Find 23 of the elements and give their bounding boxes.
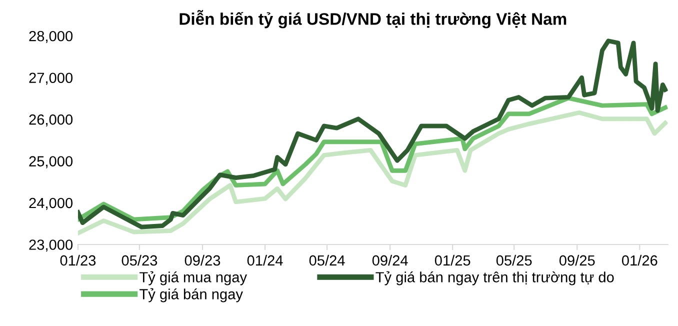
x-tick-label: 09/24 xyxy=(372,254,408,266)
y-tick-label: 23,000 xyxy=(29,240,73,252)
legend-label: Tỷ giá bán ngay xyxy=(140,288,243,302)
x-tick-label: 09/23 xyxy=(184,254,220,266)
x-tick-label: 01/25 xyxy=(434,254,470,266)
line-series xyxy=(78,96,668,222)
line-series xyxy=(78,110,668,236)
legend-label: Tỷ giá mua ngay xyxy=(140,271,247,286)
x-tick-label: 09/25 xyxy=(559,254,595,266)
x-tick-label: 01/23 xyxy=(60,254,96,266)
chart-title: Diễn biến tỷ giá USD/VND tại thị trường Việt Nam xyxy=(180,10,566,28)
x-tick-label: 05/24 xyxy=(309,254,345,266)
y-tick-label: 28,000 xyxy=(29,30,73,44)
x-tick-label: 05/23 xyxy=(122,254,158,266)
y-tick-label: 24,000 xyxy=(29,198,73,210)
y-tick-label: 25,000 xyxy=(29,156,73,168)
x-tick-label: 01/24 xyxy=(247,254,283,266)
legend-label: Tỷ giá bán ngay trên thị trường tự do xyxy=(376,271,614,286)
x-tick-label: 05/25 xyxy=(496,254,532,266)
y-tick-label: 27,000 xyxy=(29,72,73,85)
y-tick-label: 26,000 xyxy=(29,114,73,126)
x-tick-label: 01/26 xyxy=(622,254,658,266)
line-series xyxy=(78,38,668,230)
